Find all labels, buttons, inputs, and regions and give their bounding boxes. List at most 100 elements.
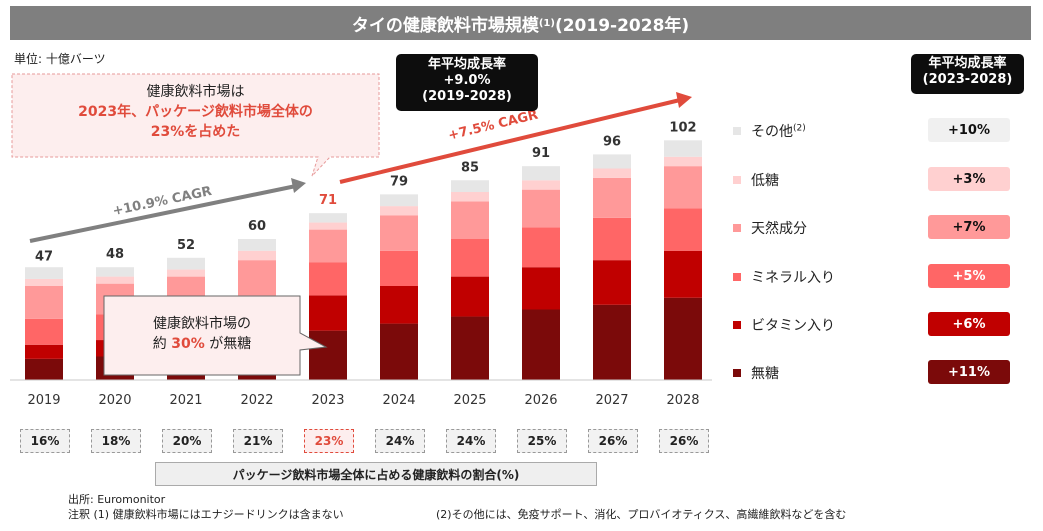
legend-swatch — [733, 224, 741, 232]
bar-segment-低糖-2020 — [96, 276, 134, 284]
bar-segment-ミネラル入り-2027 — [593, 217, 631, 261]
legend-label: その他(2) — [751, 121, 806, 141]
callout-top-line3: 23%を占めた — [150, 124, 241, 140]
total-label-2021: 52 — [177, 238, 195, 253]
legend-rate-badge: +3% — [928, 167, 1010, 191]
legend-label-text: 低糖 — [751, 173, 779, 189]
legend-label: ビタミン入り — [751, 315, 835, 335]
share-box: 21% — [233, 429, 283, 453]
bar-segment-天然成分-2023 — [309, 229, 347, 263]
bar-segment-低糖-2023 — [309, 222, 347, 230]
bar-segment-無糖-2023 — [309, 330, 347, 380]
share-box: 20% — [162, 429, 212, 453]
bar-segment-その他-2027 — [593, 154, 631, 169]
bar-segment-ミネラル入り-2026 — [522, 227, 560, 268]
total-labels: 47 48 52 60 71 79 85 91 96 102 — [35, 120, 697, 264]
bar-segment-ビタミン入り-2025 — [451, 276, 489, 317]
bar-segment-ビタミン入り-2026 — [522, 267, 560, 310]
legend-label: ミネラル入り — [751, 267, 835, 287]
callout-top-line1: 健康飲料市場は — [146, 84, 245, 100]
bar-segment-その他-2023 — [309, 213, 347, 223]
callout-mid-hl: 30% — [171, 336, 205, 352]
year-label-2022: 2022 — [240, 393, 273, 408]
bar-segment-低糖-2025 — [451, 192, 489, 202]
bar-segment-ミネラル入り-2028 — [664, 208, 702, 251]
cagr-right-arrowhead — [676, 92, 692, 108]
legend-label-text: 無糖 — [751, 366, 779, 382]
callout-mid-shape — [103, 295, 328, 376]
legend-row: 天然成分 +7% — [733, 215, 1023, 241]
legend-label-text: その他 — [751, 124, 793, 140]
callout-top: 健康飲料市場は 2023年、パッケージ飲料市場全体の 23%を占めた — [12, 82, 379, 142]
share-box: 16% — [20, 429, 70, 453]
legend-label-sup: (2) — [793, 123, 806, 134]
share-box: 24% — [375, 429, 425, 453]
cagr-left-arrow — [29, 184, 297, 243]
legend-label: 無糖 — [751, 363, 779, 383]
total-label-2025: 85 — [461, 160, 479, 175]
bar-segment-ミネラル入り-2025 — [451, 239, 489, 277]
share-box: 26% — [659, 429, 709, 453]
bar-segment-天然成分-2019 — [25, 286, 63, 319]
legend-swatch — [733, 127, 741, 135]
legend-rate-badge: +10% — [928, 118, 1010, 142]
legend-label-text: ビタミン入り — [751, 318, 835, 334]
legend-label: 低糖 — [751, 170, 779, 190]
title-range: (2019-2028年) — [554, 15, 690, 36]
bar-segment-無糖-2027 — [593, 304, 631, 380]
bar-segment-低糖-2022 — [238, 250, 276, 261]
total-label-2028: 102 — [669, 120, 696, 135]
bar-segment-その他-2019 — [25, 267, 63, 279]
legend-row: その他(2) +10% — [733, 118, 1023, 144]
year-label-2027: 2027 — [595, 393, 628, 408]
share-box: 18% — [91, 429, 141, 453]
bar-segment-その他-2022 — [238, 239, 276, 251]
cagr-box-line2: +9.0% — [443, 73, 491, 88]
title-note: (1) — [538, 17, 555, 29]
year-label-2026: 2026 — [524, 393, 557, 408]
legend-rate-badge: +7% — [928, 215, 1010, 239]
legend-swatch — [733, 176, 741, 184]
callout-mid-pre: 約 — [152, 336, 172, 352]
rate-header-line2: (2023-2028) — [922, 72, 1013, 87]
bar-segment-ビタミン入り-2028 — [664, 250, 702, 298]
bar-segment-ビタミン入り-2023 — [309, 295, 347, 331]
bar-segment-その他-2024 — [380, 194, 418, 207]
year-label-2020: 2020 — [98, 393, 131, 408]
callout-mid-post: が無糖 — [204, 336, 252, 352]
bar-segment-無糖-2024 — [380, 323, 418, 380]
bar-segment-無糖-2026 — [522, 309, 560, 380]
bar-segment-低糖-2027 — [593, 168, 631, 178]
legend-rate-badge: +6% — [928, 312, 1010, 336]
legend-row: 無糖 +11% — [733, 360, 1023, 386]
chart-title: タイの健康飲料市場規模 (1) (2019-2028年) — [10, 6, 1031, 40]
bar-segment-ミネラル入り-2024 — [380, 250, 418, 286]
year-label-2028: 2028 — [666, 393, 699, 408]
bar-segment-ビタミン入り-2024 — [380, 286, 418, 324]
total-label-2027: 96 — [603, 134, 621, 149]
rate-header-box: 年平均成長率 (2023-2028) — [911, 54, 1024, 94]
legend-swatch — [733, 369, 741, 377]
legend-row: ビタミン入り +6% — [733, 312, 1023, 338]
bar-segment-低糖-2026 — [522, 180, 560, 190]
total-label-2020: 48 — [106, 247, 124, 262]
legend-label-text: 天然成分 — [751, 221, 807, 237]
legend-rate-badge: +11% — [928, 360, 1010, 384]
share-box: 24% — [446, 429, 496, 453]
bar-segment-その他-2028 — [664, 140, 702, 157]
year-label-2024: 2024 — [382, 393, 415, 408]
total-label-2019: 47 — [35, 250, 53, 265]
legend-rate-badge: +5% — [928, 264, 1010, 288]
bar-segment-低糖-2021 — [167, 269, 205, 277]
bar-segment-ミネラル入り-2019 — [25, 318, 63, 345]
bar-segment-ビタミン入り-2019 — [25, 344, 63, 359]
bar-segment-その他-2020 — [96, 267, 134, 277]
share-box: 25% — [517, 429, 567, 453]
bar-segment-無糖-2028 — [664, 297, 702, 380]
total-label-2024: 79 — [390, 174, 408, 189]
year-label-2023: 2023 — [311, 393, 344, 408]
share-label: パッケージ飲料市場全体に占める健康飲料の割合(%) — [155, 462, 597, 486]
bar-segment-低糖-2028 — [664, 156, 702, 167]
year-label-2025: 2025 — [453, 393, 486, 408]
